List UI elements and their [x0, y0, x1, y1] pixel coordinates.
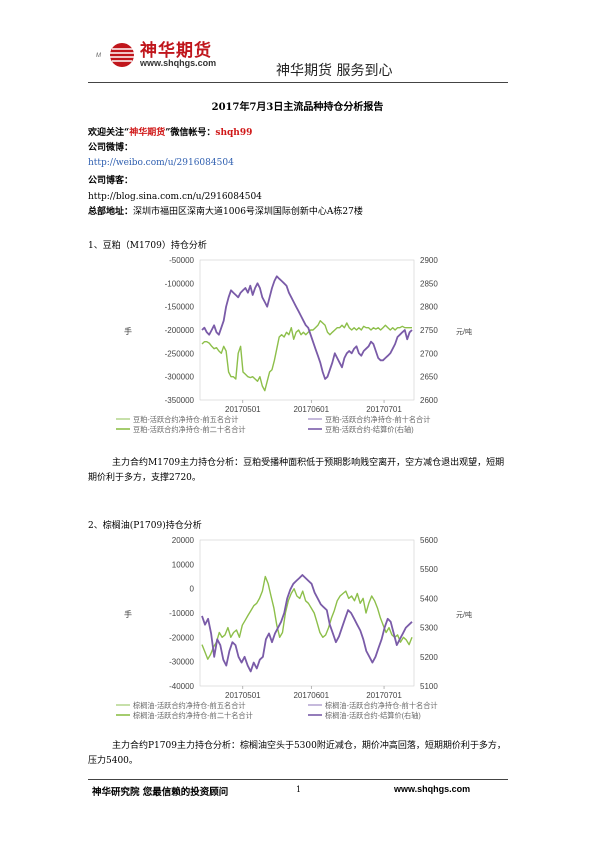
legend-entry: 棕榈油-活跃合约净持仓-前二十名合计: [133, 711, 253, 720]
x-tick-label: 20170701: [366, 405, 402, 414]
y-right-tick-label: 5300: [420, 624, 438, 633]
palm-oil-position-chart: 20000 10000 0 -10000 -20000 -30000 -40000 5600 5…: [116, 536, 472, 720]
y-left-tick-label: -350000: [165, 396, 195, 405]
y-right-tick-label: 5500: [420, 565, 438, 574]
section-1-analysis: 主力合约M1709主力持仓分析：豆粕受播种面积低于预期影响贱空离开，空方减仓退出…: [88, 458, 505, 483]
y-left-tick-label: 0: [190, 585, 195, 594]
y-right-tick-label: 2850: [420, 279, 438, 288]
y-right-tick-label: 5200: [420, 653, 438, 662]
legend-entry: 棕榈油-活跃合约-结算价(右轴): [325, 711, 421, 720]
blog-label: 公司博客：: [88, 176, 134, 186]
header-slogan: 神华期货 服务到心: [276, 63, 393, 79]
address-text: 深圳市福田区深南大道1006号深圳国际创新中心A栋27楼: [133, 207, 363, 217]
soymeal-position-chart: -50000 -100000 -150000 -200000 -250000 -30000…: [116, 256, 472, 434]
company-logo-icon: M: [96, 43, 134, 67]
y-left-tick-label: -250000: [165, 349, 195, 358]
logo-url: www.shqhgs.com: [140, 58, 217, 68]
legend-entry: 豆粕-活跃合约净持仓-前二十名合计: [133, 425, 246, 434]
y-left-tick-label: -150000: [165, 303, 195, 312]
footer-divider: [88, 779, 508, 780]
legend-entry: 棕榈油-活跃合约净持仓-前五名合计: [133, 701, 246, 710]
y-right-tick-label: 5400: [420, 594, 438, 603]
legend-entry: 棕榈油-活跃合约净持仓-前十名合计: [325, 701, 438, 710]
y-right-tick-label: 2800: [420, 303, 438, 312]
x-tick-label: 20170701: [366, 691, 402, 700]
page-title: 2017年7月3日主流品种持仓分析报告: [211, 102, 384, 113]
series-line-net-position: [201, 575, 413, 660]
header-divider: [88, 82, 508, 83]
x-tick-label: 20170501: [225, 691, 261, 700]
address-label: 总部地址：: [88, 207, 134, 217]
y-left-axis-label: 手: [124, 326, 132, 336]
follow-brand: 神华期货: [129, 128, 166, 138]
y-right-tick-label: 2700: [420, 349, 438, 358]
y-left-tick-label: -300000: [165, 373, 195, 382]
y-right-axis-label: 元/吨: [456, 610, 472, 619]
x-tick-label: 20170601: [293, 691, 329, 700]
y-left-tick-label: -10000: [169, 609, 194, 618]
y-right-tick-label: 2900: [420, 256, 438, 265]
section-2-heading: 2、棕榈油(P1709)持仓分析: [88, 521, 202, 531]
x-tick-label: 20170601: [293, 405, 329, 414]
weibo-label: 公司微博：: [88, 143, 134, 153]
y-right-tick-label: 2600: [420, 396, 438, 405]
follow-mid: ”微信帐号：: [165, 128, 216, 138]
svg-text:M: M: [96, 53, 101, 59]
legend-entry: 豆粕-活跃合约净持仓-前五名合计: [133, 415, 238, 424]
y-right-tick-label: 2650: [420, 373, 438, 382]
y-left-axis-label: 手: [124, 609, 132, 619]
page-number: 1: [296, 785, 302, 794]
section-2-analysis: 主力合约P1709主力持仓分析：棕榈油空头于5300附近减仓，期价冲高回落，短期…: [88, 741, 506, 766]
series-line-settle-price: [201, 574, 413, 673]
blog-link[interactable]: http://blog.sina.com.cn/u/2916084504: [88, 192, 262, 202]
footer-slogan: 神华研究院 您最信赖的投资顾问: [92, 787, 229, 798]
y-left-tick-label: -40000: [169, 682, 194, 691]
y-right-tick-label: 5600: [420, 536, 438, 545]
y-left-tick-label: -100000: [165, 279, 195, 288]
y-right-tick-label: 2750: [420, 326, 438, 335]
x-tick-label: 20170501: [225, 405, 261, 414]
wechat-line: 欢迎关注“神华期货”微信帐号：shqh99: [88, 127, 252, 140]
series-line-settle-price: [201, 275, 413, 380]
section-1-heading: 1、豆粕（M1709）持仓分析: [88, 241, 207, 251]
y-right-tick-label: 5100: [420, 682, 438, 691]
y-left-tick-label: -200000: [165, 326, 195, 335]
plot-area: [199, 259, 415, 401]
y-right-axis-label: 元/吨: [456, 327, 472, 336]
legend-entry: 豆粕-活跃合约净持仓-前十名合计: [325, 415, 430, 424]
y-left-tick-label: 10000: [172, 560, 195, 569]
wechat-id: shqh99: [215, 128, 253, 138]
weibo-link[interactable]: http://weibo.com/u/2916084504: [88, 158, 234, 168]
follow-prefix: 欢迎关注“: [88, 128, 130, 138]
y-left-tick-label: -30000: [169, 658, 194, 667]
y-left-tick-label: 20000: [172, 536, 195, 545]
footer-url: www.shqhgs.com: [394, 784, 471, 794]
series-line-net-position: [201, 319, 412, 392]
plot-area: [199, 539, 415, 687]
legend-entry: 豆粕-活跃合约-结算价(右轴): [325, 425, 414, 434]
address-line: 总部地址：深圳市福田区深南大道1006号深圳国际创新中心A栋27楼: [88, 206, 363, 219]
y-left-tick-label: -20000: [169, 633, 194, 642]
y-left-tick-label: -50000: [169, 256, 194, 265]
logo-text: 神华期货: [140, 41, 212, 61]
